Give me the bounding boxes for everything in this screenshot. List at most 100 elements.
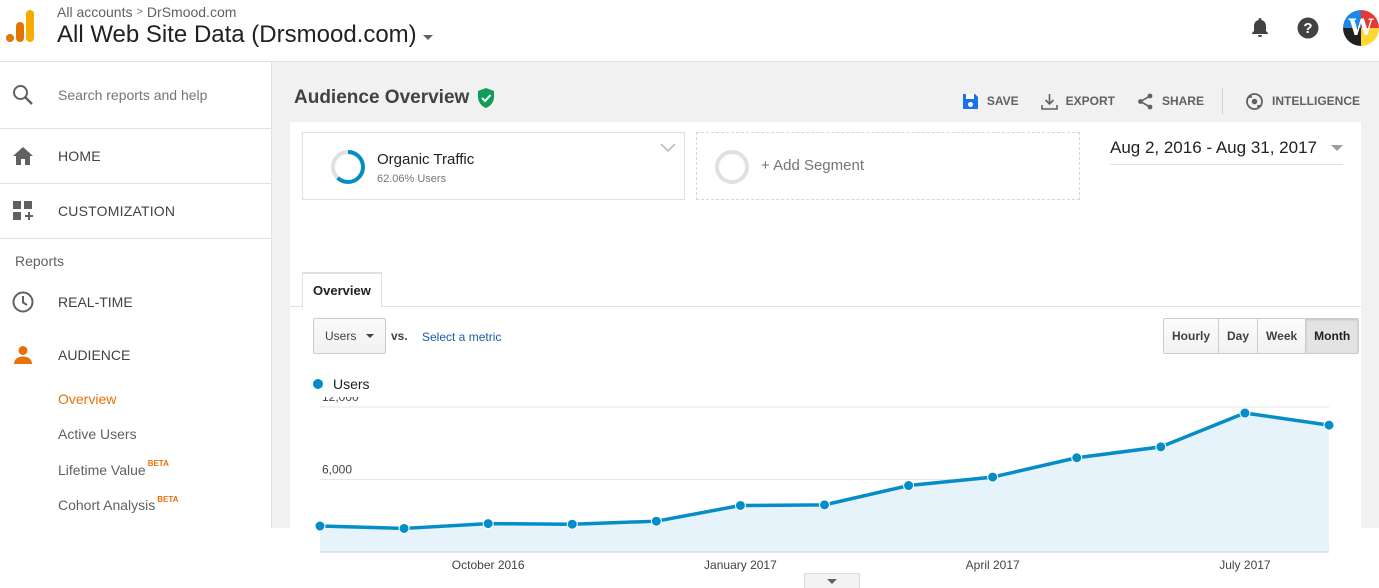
chevron-down-icon[interactable] [660, 143, 676, 153]
sidebar-item-label: CUSTOMIZATION [58, 203, 176, 219]
home-icon [13, 147, 33, 165]
search-input[interactable]: Search reports and help [58, 87, 208, 103]
users-line-chart: 12,000 6,000 October 2016 January 2017 April… [314, 397, 1335, 572]
y-tick-label: 12,000 [322, 397, 359, 404]
view-title: All Web Site Data (Drsmood.com) [57, 21, 417, 48]
data-point [482, 518, 494, 530]
granularity-day-button[interactable]: Day [1219, 319, 1259, 353]
data-point [1071, 452, 1083, 464]
help-icon[interactable]: ? [1295, 15, 1321, 41]
data-point [819, 499, 830, 511]
data-point [398, 522, 410, 534]
export-button[interactable]: EXPORT [1040, 93, 1115, 110]
metric-dropdown[interactable]: Users [313, 318, 386, 354]
x-tick-label: April 2017 [966, 558, 1020, 572]
intelligence-icon [1246, 92, 1263, 110]
sidebar-item-label: AUDIENCE [58, 346, 131, 363]
data-point [1239, 407, 1251, 419]
empty-segment-circle-icon [715, 150, 749, 184]
granularity-hourly-button[interactable]: Hourly [1164, 319, 1220, 353]
beta-badge: BETA [147, 459, 169, 469]
view-selector[interactable]: All Web Site Data (Drsmood.com) [57, 21, 433, 49]
data-point [734, 499, 746, 511]
select-metric-link[interactable]: Select a metric [422, 330, 502, 344]
sidebar-item-home[interactable]: HOME [0, 129, 271, 184]
breadcrumb-root[interactable]: All accounts [57, 4, 133, 20]
export-label: EXPORT [1065, 94, 1115, 108]
sidebar-subitem-lifetime-value[interactable]: Lifetime Value BETA [0, 452, 271, 488]
search-box[interactable]: Search reports and help [0, 62, 271, 129]
person-icon [14, 345, 32, 364]
sidebar-subitem-active-users[interactable]: Active Users [0, 417, 271, 453]
data-point [1155, 441, 1167, 453]
x-tick-label: January 2017 [704, 558, 777, 572]
data-point [314, 520, 326, 532]
top-header: All accounts > DrSmood.com All Web Site … [0, 0, 1379, 62]
save-icon [962, 93, 978, 109]
sidebar-subitem-cohort-analysis[interactable]: Cohort Analysis BETA [0, 488, 271, 524]
add-segment-button[interactable]: + Add Segment [696, 132, 1080, 200]
sidebar-item-label: REAL-TIME [58, 293, 133, 310]
svg-text:?: ? [1303, 20, 1312, 37]
series-area [320, 413, 1329, 552]
expand-chart-button[interactable] [804, 573, 860, 588]
share-icon [1138, 93, 1153, 109]
segment-organic-traffic[interactable]: Organic Traffic 62.06% Users [302, 132, 685, 200]
breadcrumb-separator: > [136, 6, 143, 18]
main-content: Audience Overview SAVE EXPORT SHARE INTE… [272, 62, 1379, 588]
chevron-down-icon [366, 334, 375, 338]
tab-bar: Overview [290, 270, 1361, 308]
page-title-text: Audience Overview [294, 87, 470, 108]
download-icon [1040, 93, 1058, 110]
add-segment-label: + Add Segment [761, 157, 864, 174]
date-range-picker[interactable]: Aug 2, 2016 - Aug 31, 2017 [1109, 138, 1343, 165]
granularity-toggle: Hourly Day Week Month [1163, 318, 1360, 354]
page-title: Audience Overview [294, 87, 495, 109]
intelligence-button[interactable]: INTELLIGENCE [1245, 92, 1360, 111]
chevron-down-icon [827, 578, 837, 584]
data-point [1323, 419, 1335, 431]
segment-percentage: 62.06% Users [377, 173, 447, 185]
sidebar-nav: Search reports and help HOME CUSTOMIZATI… [0, 62, 272, 528]
subitem-label: Overview [58, 390, 117, 407]
beta-badge: BETA [157, 494, 179, 504]
actions-divider [1221, 88, 1223, 114]
data-point [987, 471, 999, 483]
chevron-down-icon [1331, 145, 1343, 151]
data-point [903, 480, 915, 492]
analytics-logo-icon[interactable] [6, 8, 36, 44]
share-label: SHARE [1161, 94, 1204, 108]
x-tick-label: October 2016 [452, 558, 525, 572]
chart-legend: Users [313, 376, 370, 392]
sidebar-item-audience[interactable]: AUDIENCE [0, 328, 271, 381]
search-icon [13, 85, 33, 105]
metric-dropdown-value: Users [325, 329, 357, 343]
intelligence-label: INTELLIGENCE [1271, 94, 1360, 108]
breadcrumb-account[interactable]: DrSmood.com [146, 4, 237, 20]
reports-heading: Reports [15, 253, 65, 269]
sidebar-item-realtime[interactable]: REAL-TIME [0, 275, 271, 328]
segment-donut-icon [331, 150, 365, 184]
vs-label: vs. [391, 329, 408, 343]
clock-icon [12, 291, 34, 312]
account-avatar[interactable]: W [1343, 10, 1379, 46]
sidebar-item-label: HOME [58, 148, 101, 164]
breadcrumb: All accounts > DrSmood.com [57, 4, 236, 20]
subitem-label: Active Users [58, 426, 137, 443]
save-button[interactable]: SAVE [962, 93, 1019, 110]
tab-overview[interactable]: Overview [302, 272, 382, 308]
granularity-week-button[interactable]: Week [1258, 319, 1307, 353]
segment-name: Organic Traffic [377, 151, 475, 168]
report-panel: Organic Traffic 62.06% Users + Add Segme… [290, 122, 1361, 588]
notifications-bell-icon[interactable] [1247, 15, 1273, 41]
avatar-letter: W [1348, 15, 1374, 41]
sidebar-item-customization[interactable]: CUSTOMIZATION [0, 184, 271, 239]
date-range-label: Aug 2, 2016 - Aug 31, 2017 [1109, 138, 1317, 157]
sidebar-subitem-overview[interactable]: Overview [0, 381, 271, 417]
chevron-down-icon [422, 34, 433, 40]
share-button[interactable]: SHARE [1137, 93, 1204, 110]
legend-dot [313, 379, 323, 389]
subitem-label: Cohort Analysis [58, 497, 156, 514]
granularity-month-button[interactable]: Month [1306, 319, 1359, 353]
save-label: SAVE [986, 94, 1019, 108]
